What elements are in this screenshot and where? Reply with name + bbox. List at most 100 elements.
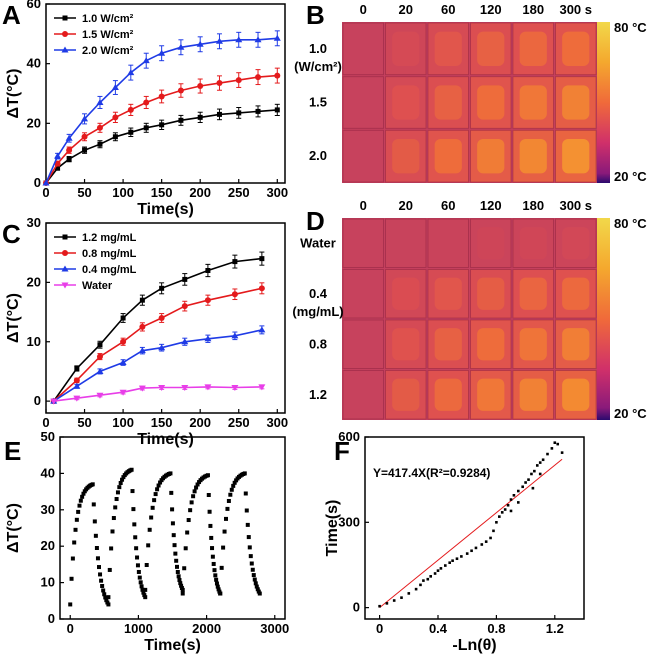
row-label: 1.0 — [309, 41, 327, 56]
y-tick-label: 0 — [48, 611, 55, 626]
y-tick-label: 50 — [41, 429, 55, 444]
legend-label: 2.0 W/cm² — [82, 45, 134, 57]
data-point — [235, 77, 242, 84]
data-point — [121, 475, 126, 480]
thermal-image-background — [342, 22, 597, 183]
row-label: 0.8 — [309, 336, 327, 351]
data-point — [215, 37, 223, 44]
data-point — [113, 505, 118, 510]
data-point — [120, 338, 127, 345]
data-point — [112, 134, 118, 140]
data-point — [95, 556, 100, 561]
data-point — [114, 497, 119, 502]
thermal-hotspot — [562, 31, 590, 67]
data-point — [139, 584, 144, 589]
panel-label-f: F — [334, 436, 350, 466]
data-point — [143, 595, 148, 600]
data-point — [96, 124, 103, 131]
data-point — [118, 480, 123, 485]
data-point — [180, 591, 185, 596]
series-line — [53, 329, 263, 402]
data-point — [247, 545, 252, 550]
data-point — [244, 508, 249, 513]
data-point — [138, 347, 146, 354]
data-point — [213, 573, 218, 578]
thermal-hotspot — [434, 138, 462, 174]
y-axis-title: ΔT(°C) — [5, 293, 22, 343]
data-point — [140, 587, 145, 592]
data-point — [138, 580, 143, 585]
column-label: 180 — [522, 198, 544, 213]
column-label: 60 — [441, 198, 455, 213]
thermal-hotspot — [392, 138, 420, 174]
data-point — [132, 522, 137, 527]
y-tick-label: 20 — [27, 115, 41, 130]
y-tick-label: 20 — [27, 274, 41, 289]
data-point — [133, 535, 138, 540]
data-point — [96, 353, 103, 360]
data-point — [134, 546, 139, 551]
data-point — [143, 99, 150, 106]
row-label: Water — [300, 235, 336, 250]
data-point — [378, 604, 381, 608]
data-point — [231, 332, 239, 339]
data-point — [214, 581, 219, 586]
y-tick-label: 30 — [27, 215, 41, 230]
data-point — [153, 492, 158, 497]
data-point — [197, 114, 203, 120]
data-point — [274, 107, 280, 113]
data-point — [174, 558, 179, 563]
data-point — [131, 507, 136, 512]
thermal-cell — [342, 129, 384, 183]
y-tick-label: 10 — [27, 334, 41, 349]
chart-c: 0 50 100 150 200 250 3000102030Time(s)ΔT(°C)1.… — [5, 215, 288, 448]
data-point — [550, 447, 554, 450]
y-tick-label: 0 — [34, 393, 41, 408]
thermal-hotspot — [392, 328, 420, 361]
data-point — [210, 554, 215, 559]
colorbar-max-label: 80 °C — [614, 216, 647, 231]
data-point — [73, 527, 78, 532]
thermal-hotspot — [562, 328, 590, 361]
data-point — [181, 303, 188, 310]
thermal-hotspot — [519, 277, 547, 310]
data-point — [385, 602, 389, 605]
thermal-hotspot — [519, 227, 547, 260]
data-point — [146, 543, 151, 548]
data-point — [243, 491, 248, 496]
data-point — [137, 575, 142, 580]
data-point — [235, 36, 243, 43]
data-point — [517, 489, 520, 493]
thermal-hotspot — [434, 378, 462, 411]
x-tick-label: 150 — [151, 415, 173, 430]
data-point — [254, 36, 262, 43]
data-point — [195, 482, 200, 487]
thermal-hotspot — [562, 277, 590, 310]
legend-marker — [62, 250, 68, 256]
data-point — [171, 533, 176, 538]
data-point — [142, 57, 150, 64]
x-tick-label: 300 — [266, 415, 288, 430]
thermal-image-background — [342, 218, 597, 420]
data-point — [110, 529, 115, 534]
y-tick-label: 40 — [27, 56, 41, 71]
data-point — [436, 569, 440, 572]
thermal-hotspot — [434, 31, 462, 67]
data-point — [81, 133, 88, 140]
data-point — [470, 549, 473, 553]
x-tick-label: 200 — [189, 415, 211, 430]
x-tick-label: 3000 — [260, 621, 289, 636]
data-point — [218, 591, 223, 596]
data-point — [512, 493, 516, 497]
data-point — [74, 365, 80, 371]
data-point — [194, 485, 199, 490]
panel-label-d: D — [306, 206, 325, 236]
data-point — [54, 152, 62, 159]
column-label: 300 s — [559, 2, 592, 17]
data-point — [254, 584, 259, 589]
data-point — [182, 566, 187, 571]
colorbar-min-label: 20 °C — [614, 169, 647, 184]
thermal-cell — [342, 22, 384, 76]
data-point — [480, 543, 484, 546]
